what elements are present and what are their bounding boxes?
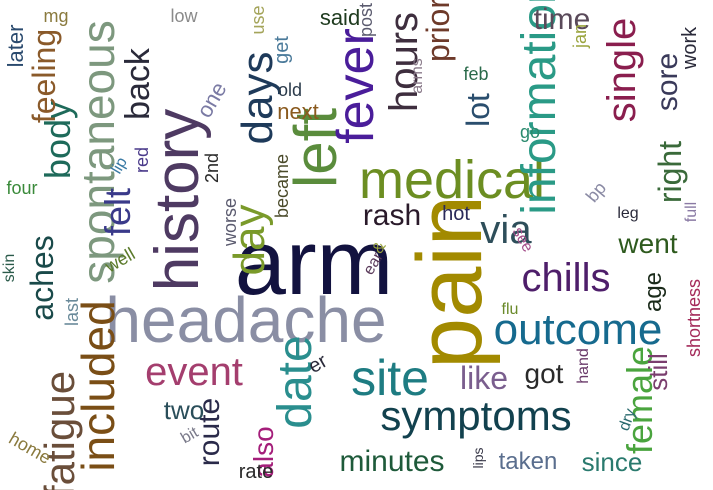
word-shortness: shortness: [684, 278, 704, 358]
word-full: full: [683, 201, 700, 223]
word-history: history: [143, 108, 212, 292]
word-arm: arm: [234, 212, 394, 314]
word-four: four: [6, 178, 38, 198]
word-rate: rate: [238, 461, 274, 483]
word-mg: mg: [43, 6, 69, 26]
word-use: use: [248, 5, 268, 35]
word-became: became: [272, 153, 292, 219]
word-feeling: feeling: [26, 28, 62, 124]
word-fatigue: fatigue: [36, 370, 83, 490]
word-said: said: [319, 5, 361, 30]
word-last: last: [62, 297, 82, 327]
word-jan: jan: [570, 23, 590, 49]
word-single: single: [600, 17, 644, 123]
word-lips: lips: [470, 447, 486, 469]
word-rash: rash: [362, 199, 422, 232]
word-skin: skin: [1, 253, 18, 283]
word-outcome: outcome: [493, 305, 663, 354]
word-lot: lot: [460, 93, 496, 127]
word-minutes: minutes: [339, 445, 445, 478]
word-fever: fever: [327, 28, 385, 144]
word-go: go: [519, 122, 541, 142]
word-aches: aches: [24, 235, 60, 321]
word-time: time: [533, 3, 591, 36]
word-leg: leg: [617, 205, 639, 222]
word-old: old: [277, 80, 303, 100]
word-went: went: [618, 228, 678, 259]
word-right: right: [652, 140, 688, 204]
word-low: low: [170, 6, 198, 26]
word-flu: flu: [501, 301, 519, 318]
word-felt: felt: [97, 187, 138, 237]
word-date: date: [269, 335, 322, 429]
word-hand: hand: [575, 348, 592, 384]
word-work: work: [679, 26, 701, 70]
word-worse: worse: [220, 197, 240, 247]
word-medical: medical: [358, 150, 546, 210]
word-back: back: [119, 48, 157, 120]
word-like: like: [459, 360, 509, 396]
word-red: red: [132, 146, 152, 174]
word-prior: prior: [420, 0, 456, 63]
word-post: post: [356, 2, 376, 38]
word-still: still: [643, 353, 673, 391]
word-2nd: 2nd: [202, 152, 222, 184]
word-via: via: [480, 208, 532, 252]
word-hot: hot: [442, 203, 470, 225]
word-symptoms: symptoms: [380, 392, 572, 439]
word-later: later: [3, 24, 28, 68]
word-since: since: [581, 447, 643, 477]
word-spontaneous: spontaneous: [72, 20, 124, 284]
word-bp: bp: [581, 177, 611, 207]
word-chills: chills: [521, 256, 611, 300]
word-event: event: [145, 350, 243, 394]
word-got: got: [524, 358, 564, 389]
word-age: age: [640, 271, 667, 313]
word-site: site: [351, 350, 429, 406]
word-next: next: [277, 99, 319, 124]
word-feb: feb: [463, 64, 489, 84]
word-headache: headache: [105, 284, 387, 356]
word-taken: taken: [498, 448, 558, 475]
word-two: two: [163, 395, 205, 425]
word-days: days: [233, 51, 282, 145]
word-arms: arms: [409, 58, 426, 94]
word-get: get: [271, 36, 293, 64]
